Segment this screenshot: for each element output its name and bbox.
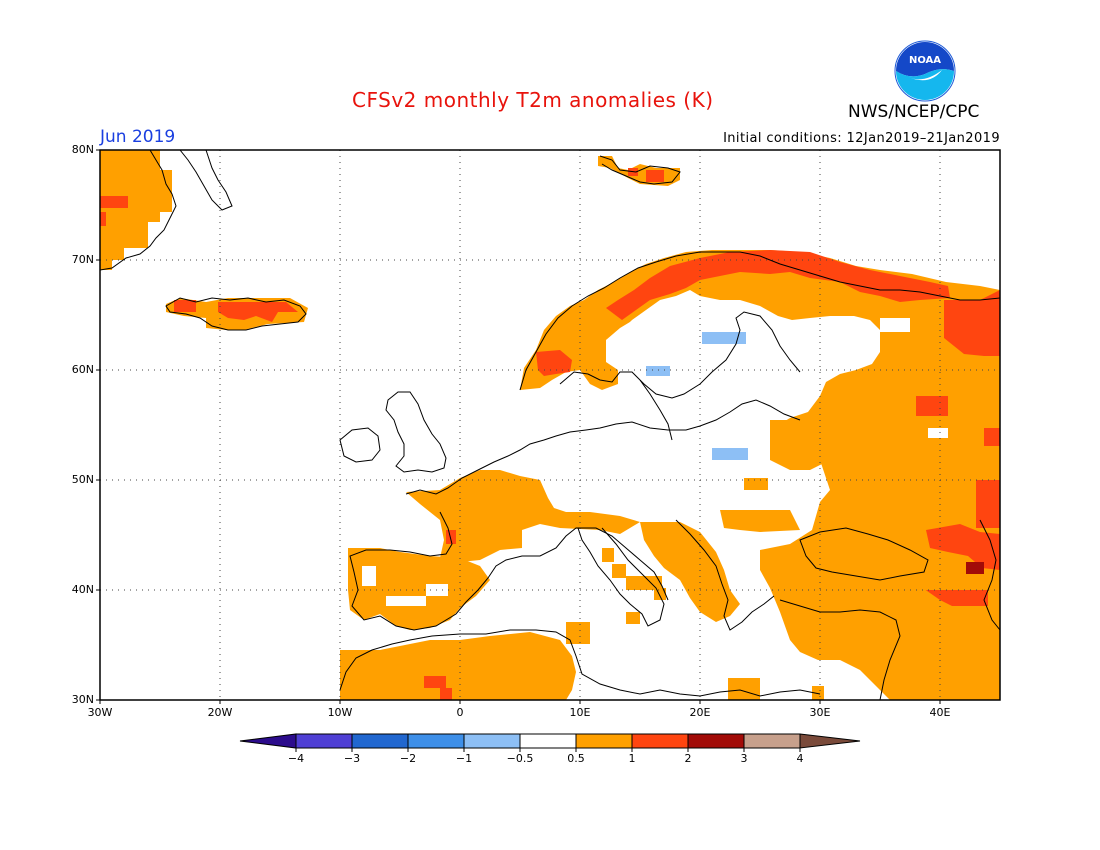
lon-label-30w: 30W — [87, 706, 113, 719]
colorbar-label-minus-0-5: −0.5 — [506, 752, 534, 765]
coastlines — [100, 150, 1000, 700]
western-europe-anomaly-region — [340, 470, 640, 700]
eastern-europe-anomaly-region — [712, 420, 960, 650]
colorbar-label-1: 1 — [628, 752, 636, 765]
colorbar-segment-2 — [351, 733, 409, 749]
lon-label-20e: 20E — [689, 706, 711, 719]
colorbar-segment-7 — [631, 733, 689, 749]
colorbar-segment-4 — [463, 733, 521, 749]
lat-label-30n: 30N — [71, 693, 94, 706]
colorbar-label-minus-3: −3 — [343, 752, 361, 765]
colorbar-segment-0 — [239, 733, 297, 749]
greenland-anomaly-region — [100, 150, 172, 270]
lon-label-10e: 10E — [569, 706, 591, 719]
lat-label-70n: 70N — [71, 253, 94, 266]
lon-label-30e: 30E — [809, 706, 831, 719]
colorbar-segment-1 — [295, 733, 353, 749]
valid-month-label: Jun 2019 — [100, 127, 176, 147]
colorbar-segment-3 — [407, 733, 465, 749]
agency-label: NWS/NCEP/CPC — [848, 102, 980, 122]
graticule — [100, 150, 1000, 700]
noaa-logo: NOAA — [894, 40, 956, 102]
lon-label-20w: 20W — [207, 706, 233, 719]
initial-conditions-label: Initial conditions: 12Jan2019–21Jan2019 — [723, 131, 1000, 146]
svg-text:NOAA: NOAA — [909, 55, 941, 66]
lon-label-10w: 10W — [327, 706, 353, 719]
colorbar-segment-8 — [687, 733, 745, 749]
colorbar-segment-6 — [575, 733, 633, 749]
colorbar-label-minus-1: −1 — [455, 752, 473, 765]
iceland-anomaly-region — [166, 298, 308, 330]
chart-title: CFSv2 monthly T2m anomalies (K) — [352, 88, 714, 112]
colorbar-label-3: 3 — [740, 752, 748, 765]
lat-label-50n: 50N — [71, 473, 94, 486]
colorbar-label-minus-2: −2 — [399, 752, 417, 765]
lat-label-60n: 60N — [71, 363, 94, 376]
colorbar-segment-5 — [519, 733, 577, 749]
lon-label-0: 0 — [456, 706, 464, 719]
colorbar-label-2: 2 — [684, 752, 692, 765]
lon-label-40e: 40E — [929, 706, 951, 719]
colorbar-segment-9 — [743, 733, 801, 749]
colorbar-segment-10 — [799, 733, 861, 749]
lat-label-40n: 40N — [71, 583, 94, 596]
map-frame — [99, 149, 1001, 701]
colorbar-label-0-5: 0.5 — [567, 752, 585, 765]
colorbar-label-4: 4 — [796, 752, 804, 765]
balkans-anomaly-region — [602, 522, 824, 700]
lat-label-80n: 80N — [71, 143, 94, 156]
colorbar-label-minus-4: −4 — [287, 752, 305, 765]
